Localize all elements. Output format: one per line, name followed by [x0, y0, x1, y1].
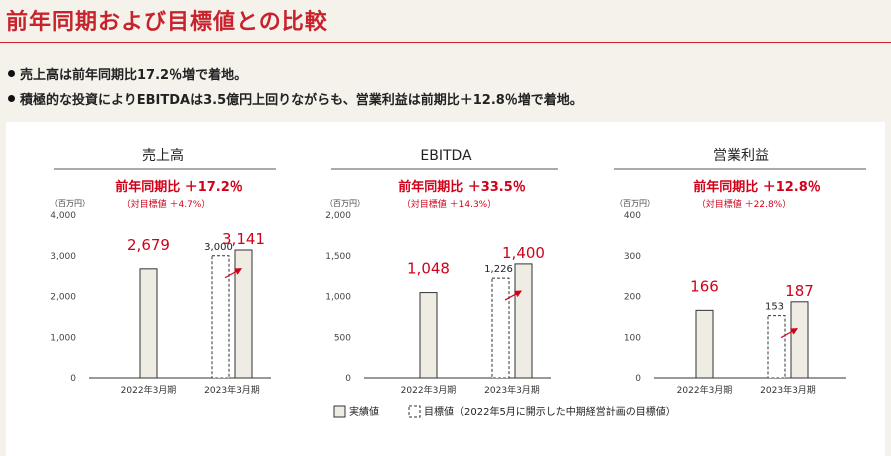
y-tick-label: 400 — [624, 211, 641, 221]
y-tick-label: 300 — [624, 252, 641, 262]
unit-label: （百万円） — [325, 199, 365, 208]
y-tick-label: 500 — [334, 333, 351, 343]
bullet-text: 売上高は前年同期比17.2％増で着地。 — [20, 68, 248, 83]
bullet-item: 積極的な投資によりEBITDAは3.5億円上回りながらも、営業利益は前期比＋12… — [8, 89, 583, 108]
x-category-label: 2022年3月期 — [677, 384, 733, 396]
bullet-dot-icon — [8, 70, 15, 77]
y-tick-label: 0 — [70, 374, 76, 384]
y-tick-label: 1,500 — [325, 252, 351, 262]
y-tick-label: 1,000 — [50, 333, 76, 343]
increase-arrow-icon — [780, 328, 799, 339]
chart-title: 営業利益 — [713, 148, 769, 164]
growth-label: 前年同期比 ＋17.2％ — [115, 179, 243, 195]
increase-arrow-icon — [224, 268, 243, 279]
bar-target-2023 — [767, 315, 786, 379]
y-tick-label: 3,000 — [50, 252, 76, 262]
data-label-actual-2023: 1,400 — [502, 244, 545, 262]
data-label-actual-2022: 1,048 — [407, 260, 450, 278]
x-category-label: 2022年3月期 — [121, 384, 177, 396]
bar-target-2023 — [211, 255, 230, 379]
unit-label: （百万円） — [50, 199, 90, 208]
growth-label: 前年同期比 ＋12.8％ — [693, 179, 821, 195]
bullet-text: 積極的な投資によりEBITDAは3.5億円上回りながらも、営業利益は前期比＋12… — [20, 93, 583, 108]
y-tick-label: 2,000 — [50, 293, 76, 303]
x-category-label: 2022年3月期 — [401, 384, 457, 396]
chart-title: 売上高 — [142, 147, 184, 164]
chart-title: EBITDA — [420, 148, 472, 164]
x-category-label: 2023年3月期 — [484, 384, 540, 396]
target-ratio-label: （対目標値 ＋22.8%） — [697, 198, 791, 210]
data-label-target-2023: 153 — [765, 302, 784, 313]
x-category-label: 2023年3月期 — [760, 384, 816, 396]
legend-actual-swatch — [333, 405, 346, 418]
y-tick-label: 100 — [624, 333, 641, 343]
bar-actual-2022 — [139, 268, 158, 379]
data-label-target-2023: 3,000 — [204, 242, 233, 253]
bar-actual-2023 — [790, 301, 809, 379]
x-category-label: 2023年3月期 — [204, 384, 260, 396]
charts-svg: 実績値 目標値（2022年5月に開示した中期経営計画の目標値） 売上高前年同期比… — [50, 147, 866, 418]
title-divider — [0, 42, 891, 43]
data-label-actual-2023: 3,141 — [222, 230, 265, 248]
bar-actual-2023 — [234, 249, 253, 379]
data-label-target-2023: 1,226 — [484, 264, 513, 275]
legend-target-label: 目標値（2022年5月に開示した中期経営計画の目標値） — [424, 405, 676, 418]
bar-actual-2022 — [419, 292, 438, 379]
unit-label: （百万円） — [615, 199, 655, 208]
bullet-item: 売上高は前年同期比17.2％増で着地。 — [8, 64, 247, 83]
data-label-actual-2023: 187 — [785, 282, 814, 300]
legend-target-swatch — [408, 405, 421, 418]
page-title: 前年同期および目標値との比較 — [6, 10, 328, 35]
growth-label: 前年同期比 ＋33.5％ — [398, 179, 526, 195]
bar-target-2023 — [491, 277, 510, 379]
y-tick-label: 1,000 — [325, 293, 351, 303]
target-ratio-label: （対目標値 ＋14.3%） — [402, 198, 496, 210]
legend-actual-label: 実績値 — [349, 405, 379, 418]
bullet-dot-icon — [8, 95, 15, 102]
y-tick-label: 0 — [635, 374, 641, 384]
chart-panel: 実績値 目標値（2022年5月に開示した中期経営計画の目標値） 売上高前年同期比… — [6, 122, 885, 456]
y-tick-label: 0 — [345, 374, 351, 384]
bar-actual-2023 — [514, 263, 533, 379]
target-ratio-label: （対目標値 ＋4.7%） — [122, 198, 211, 210]
bar-actual-2022 — [695, 309, 714, 379]
y-tick-label: 200 — [624, 293, 641, 303]
data-label-actual-2022: 166 — [690, 277, 719, 295]
y-tick-label: 4,000 — [50, 211, 76, 221]
y-tick-label: 2,000 — [325, 211, 351, 221]
increase-arrow-icon — [504, 290, 523, 301]
data-label-actual-2022: 2,679 — [127, 236, 170, 254]
